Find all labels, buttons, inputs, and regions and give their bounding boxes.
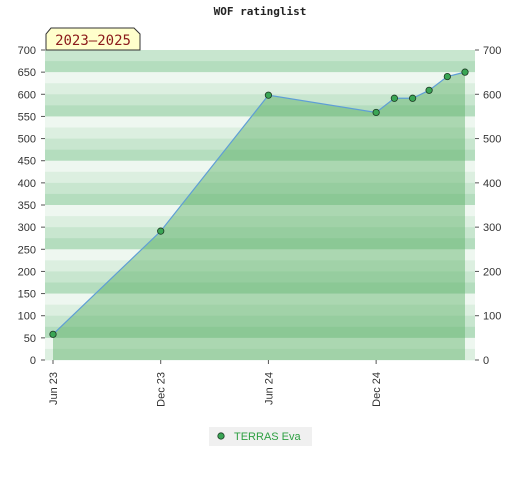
y-tick-label: 450 [18, 156, 36, 168]
background-band [45, 94, 475, 106]
y-tick-label: 250 [18, 244, 36, 256]
data-point [425, 86, 433, 94]
background-band [45, 249, 475, 261]
background-band [45, 127, 475, 139]
y-tick-label: 550 [18, 111, 36, 123]
data-point [264, 91, 273, 99]
background-band [45, 260, 475, 272]
background-band [45, 216, 475, 228]
x-tick-label: Dec 24 [371, 372, 383, 407]
data-point [157, 227, 165, 235]
background-band [45, 271, 475, 283]
background-band [45, 83, 475, 95]
y2-tick-label: 300 [483, 222, 501, 234]
background-band [45, 160, 475, 173]
background-band [45, 105, 475, 117]
y-tick-label: 0 [30, 355, 36, 367]
data-point [372, 108, 380, 117]
background-band [45, 337, 475, 350]
y2-tick-label: 0 [483, 355, 489, 367]
data-point [390, 94, 398, 102]
y-tick-label: 300 [18, 222, 36, 234]
background-band [45, 72, 475, 84]
data-point [461, 68, 469, 76]
background-band [45, 182, 475, 195]
background-band [45, 238, 475, 250]
background-band [45, 282, 475, 294]
y-tick-label: 150 [18, 289, 36, 301]
y-tick-label: 600 [18, 89, 36, 101]
y-tick-label: 650 [18, 67, 36, 79]
x-tick-label: Dec 23 [156, 372, 168, 407]
background-band [45, 149, 475, 162]
y2-tick-label: 600 [483, 89, 501, 101]
y-tick-label: 500 [18, 134, 36, 146]
x-tick-label: Jun 24 [263, 372, 275, 405]
y-tick-label: 350 [18, 200, 36, 212]
background-band [45, 326, 475, 339]
y2-tick-label: 200 [483, 266, 501, 278]
data-point [409, 94, 417, 102]
y-tick-label: 50 [24, 333, 36, 345]
legend-label: TERRAS Eva [234, 431, 302, 443]
y2-tick-label: 700 [483, 45, 501, 57]
background-band [45, 50, 475, 62]
y-tick-label: 100 [18, 311, 36, 323]
y-tick-label: 200 [18, 266, 36, 278]
period-label-box [45, 27, 141, 51]
y-tick-label: 700 [18, 45, 36, 57]
x-tick-label: Jun 23 [48, 372, 60, 405]
background-band [45, 293, 475, 305]
y-tick-label: 400 [18, 178, 36, 190]
background-band [45, 61, 475, 73]
background-band [45, 193, 475, 206]
background-band [45, 138, 475, 150]
chart-title: WOF ratinglist [213, 5, 307, 18]
background-band [45, 116, 475, 128]
y2-tick-label: 500 [483, 134, 501, 146]
period-label: 2023–2025 [55, 33, 131, 49]
background-band [45, 304, 475, 317]
background-band [45, 205, 475, 217]
data-point [443, 72, 451, 81]
series-area [53, 72, 465, 361]
y2-tick-label: 400 [483, 178, 501, 190]
background-band [45, 315, 475, 328]
data-point [49, 330, 57, 338]
y2-tick-label: 100 [483, 311, 501, 323]
legend-marker [217, 432, 225, 440]
background-band [45, 348, 475, 361]
background-band [45, 171, 475, 184]
legend-box [209, 427, 312, 446]
background-band [45, 227, 475, 239]
